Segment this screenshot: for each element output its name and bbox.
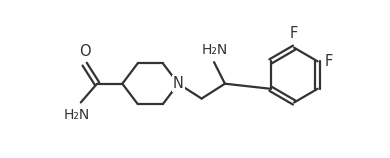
Text: F: F — [290, 26, 298, 41]
Text: H₂N: H₂N — [64, 108, 90, 122]
Text: H₂N: H₂N — [202, 43, 228, 57]
Text: F: F — [290, 26, 298, 41]
Text: O: O — [79, 44, 90, 59]
Text: N: N — [173, 76, 184, 91]
Text: F: F — [324, 54, 333, 69]
